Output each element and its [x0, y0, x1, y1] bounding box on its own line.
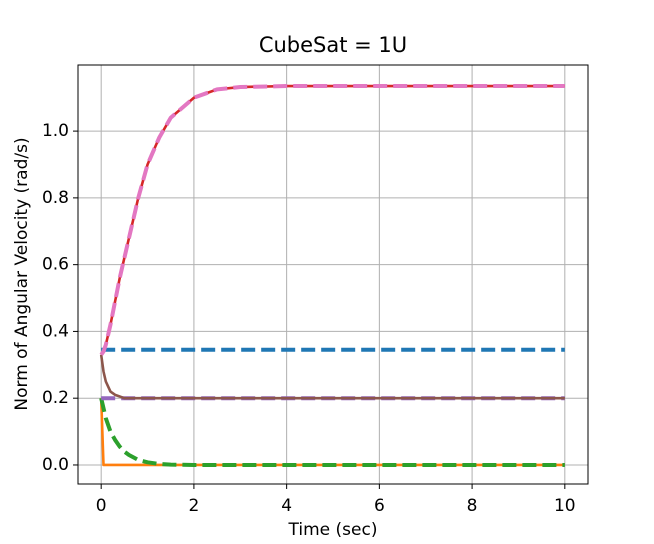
- y-tick-label: 1.0: [42, 121, 69, 141]
- y-tick-label: 0.6: [42, 255, 69, 275]
- series-line: [99, 354, 565, 400]
- series-line: [99, 397, 565, 467]
- chart-title: CubeSat = 1U: [259, 33, 407, 57]
- x-tick-label: 10: [554, 496, 576, 516]
- x-tick-label: 6: [374, 496, 385, 516]
- y-tick-label: 0.0: [42, 455, 69, 475]
- y-axis-label: Norm of Angular Velocity (rad/s): [12, 137, 32, 410]
- y-tick-label: 0.2: [42, 388, 69, 408]
- x-tick-label: 0: [96, 496, 107, 516]
- x-tick-label: 4: [281, 496, 292, 516]
- y-tick-label: 0.8: [42, 188, 69, 208]
- x-tick-label: 2: [188, 496, 199, 516]
- x-axis-label: Time (sec): [288, 520, 378, 540]
- series-line: [99, 84, 565, 356]
- y-tick-label: 0.4: [42, 321, 69, 341]
- plot-frame: [77, 64, 589, 485]
- x-tick-label: 8: [467, 496, 478, 516]
